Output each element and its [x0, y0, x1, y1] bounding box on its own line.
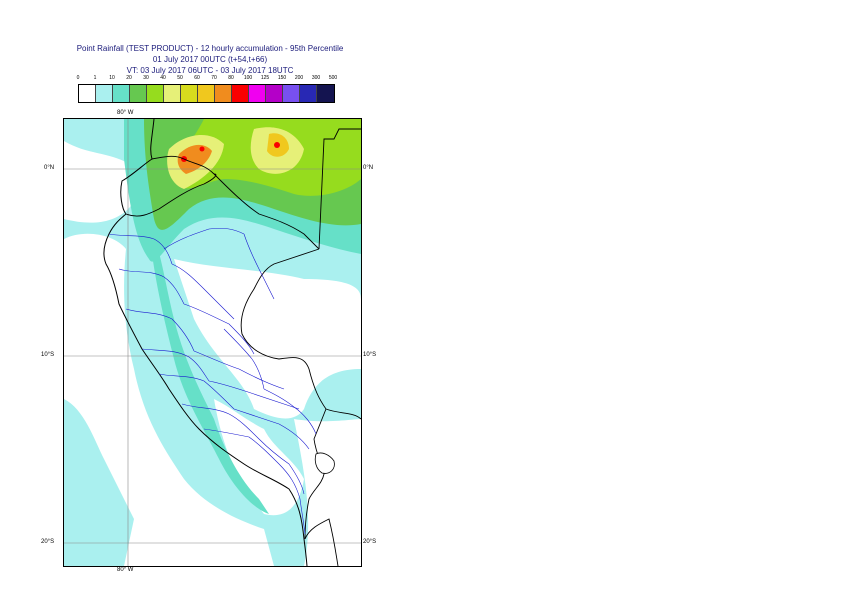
dry-area-ocean-west — [64, 233, 274, 566]
legend-swatch — [283, 85, 300, 102]
legend-swatch — [317, 85, 334, 102]
legend-swatch — [249, 85, 266, 102]
legend-tick-label: 0 — [76, 75, 80, 81]
legend-tick-label: 500 — [328, 75, 338, 81]
border-colombia-ecuador — [151, 155, 215, 175]
border-bolivia-chile — [304, 518, 339, 566]
legend-tick-labels: 0 1 10 20 30 40 50 60 70 80 100 125 150 200 300 500 — [76, 75, 350, 84]
legend-swatch — [147, 85, 164, 102]
lat-label-20s-right: 20°S — [363, 539, 377, 545]
dry-area-ocean-strip — [64, 399, 134, 566]
lat-label-20s-left: 20°S — [41, 539, 55, 545]
legend-tick-label: 30 — [143, 75, 149, 81]
map-panel — [63, 118, 362, 567]
dry-area-interior — [174, 259, 361, 419]
lon-label-top: 80° W — [117, 110, 134, 116]
legend-swatch — [232, 85, 249, 102]
legend-swatch — [181, 85, 198, 102]
border-peru-bolivia — [304, 408, 327, 540]
lat-label-10s-left: 10°S — [41, 352, 55, 358]
red-rain-peak-east — [274, 142, 280, 148]
legend-tick-label: 125 — [260, 75, 270, 81]
border-ecuador-peru — [125, 173, 217, 217]
legend-tick-label: 80 — [228, 75, 234, 81]
dry-area-south-interior — [294, 419, 361, 566]
chart-title: Point Rainfall (TEST PRODUCT) - 12 hourl… — [76, 44, 344, 53]
rainfall-map — [64, 119, 361, 566]
red-rain-peak-west-2 — [199, 146, 205, 152]
legend-tick-label: 200 — [294, 75, 304, 81]
dry-area-andes-central — [214, 399, 304, 516]
legend-tick-label: 60 — [194, 75, 200, 81]
legend-tick-label: 150 — [277, 75, 287, 81]
legend-tick-label: 40 — [160, 75, 166, 81]
legend-swatch — [130, 85, 147, 102]
legend-swatch — [164, 85, 181, 102]
border-brazil — [240, 128, 361, 420]
dry-area-ocean-north — [64, 141, 144, 223]
legend-tick-label: 70 — [211, 75, 217, 81]
legend-tick-label: 1 — [93, 75, 97, 81]
lat-label-10s-right: 10°S — [363, 352, 377, 358]
legend-swatch — [198, 85, 215, 102]
legend-tick-label: 10 — [109, 75, 115, 81]
region-borders — [108, 227, 317, 535]
legend-tick-label: 100 — [243, 75, 253, 81]
border-peru-colombia — [213, 173, 320, 250]
orange-rain-core-west — [177, 144, 212, 174]
legend-swatch — [215, 85, 232, 102]
legend-tick-label: 20 — [126, 75, 132, 81]
legend-tick-label: 50 — [177, 75, 183, 81]
lat-label-eq-right: 0°N — [363, 165, 374, 171]
lon-label-bottom: 80° W — [117, 567, 134, 573]
legend-tick-label: 300 — [311, 75, 321, 81]
legend-swatch — [266, 85, 283, 102]
lat-label-eq-left: 0°N — [44, 165, 55, 171]
chart-subtitle-run: 01 July 2017 00UTC (t+54,t+66) — [152, 55, 268, 64]
color-legend — [78, 84, 335, 103]
legend-swatch — [300, 85, 317, 102]
chart-subtitle-validity: VT: 03 July 2017 06UTC - 03 July 2017 18… — [126, 66, 294, 75]
legend-swatch — [96, 85, 113, 102]
legend-swatch — [113, 85, 130, 102]
lake-titicaca — [314, 452, 335, 474]
legend-swatch — [79, 85, 96, 102]
coastline — [103, 119, 308, 566]
